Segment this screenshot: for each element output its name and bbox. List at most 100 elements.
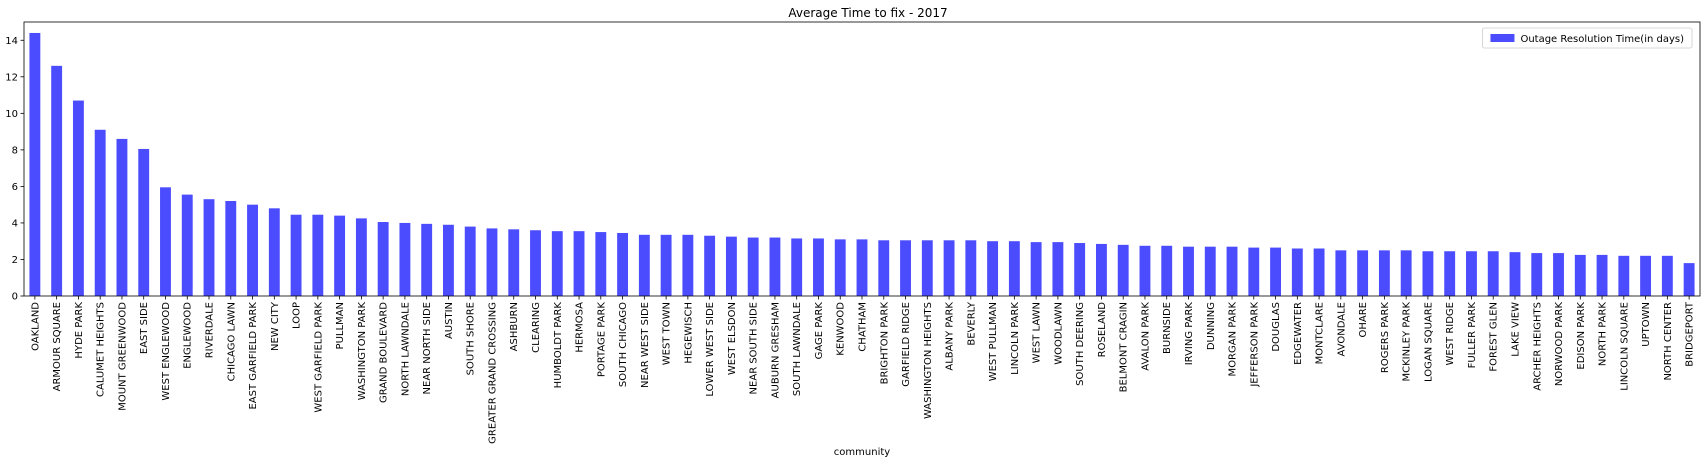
- x-tick-label: WASHINGTON HEIGHTS: [923, 302, 934, 419]
- bar: [1074, 243, 1086, 296]
- bar: [1466, 251, 1477, 296]
- x-tick-label: HEGEWISCH: [683, 302, 694, 364]
- x-tick-label: PULLMAN: [335, 302, 346, 349]
- x-tick-label: RIVERDALE: [205, 302, 216, 358]
- bar: [1183, 246, 1194, 296]
- bar: [334, 215, 346, 296]
- bar: [813, 238, 824, 296]
- x-tick-label: MONTCLARE: [1315, 302, 1326, 364]
- bar: [1335, 250, 1347, 296]
- bar: [725, 236, 737, 296]
- y-tick-label: 6: [12, 182, 18, 193]
- x-tick-label: FOREST GLEN: [1489, 302, 1500, 372]
- bar: [1291, 248, 1303, 296]
- bar: [1661, 255, 1673, 296]
- bar: [1313, 248, 1325, 296]
- bar: [1509, 252, 1521, 296]
- x-tick-label: NEAR SOUTH SIDE: [749, 302, 760, 394]
- bar: [247, 204, 258, 296]
- y-tick-label: 4: [12, 218, 18, 229]
- bar: [551, 231, 563, 296]
- bar: [421, 223, 433, 296]
- bar: [51, 65, 63, 296]
- x-tick-label: NEW CITY: [270, 301, 281, 351]
- bar: [138, 148, 150, 296]
- bar: [943, 240, 955, 296]
- x-tick-label: CHICAGO LAWN: [226, 302, 237, 381]
- x-tick-label: JEFFERSON PARK: [1249, 302, 1260, 388]
- bar: [921, 240, 933, 296]
- bar: [1052, 242, 1064, 296]
- x-tick-label: GAGE PARK: [814, 302, 825, 360]
- x-tick-label: NEAR WEST SIDE: [640, 302, 651, 388]
- x-tick-label: BRIGHTON PARK: [879, 302, 890, 385]
- bar: [1161, 245, 1173, 296]
- x-tick-label: GREATER GRAND CROSSING: [487, 302, 498, 444]
- x-tick-label: CHATHAM: [858, 302, 869, 352]
- x-tick-label: EAST SIDE: [139, 302, 150, 354]
- x-tick-label: ENGLEWOOD: [183, 302, 194, 369]
- x-tick-label: SOUTH CHICAGO: [618, 302, 629, 387]
- x-tick-label: WOODLAWN: [1053, 302, 1064, 365]
- x-tick-label: HERMOSA: [575, 302, 586, 353]
- bar: [617, 232, 629, 296]
- x-tick-label: LINCOLN PARK: [1010, 302, 1021, 375]
- x-tick-label: AUSTIN: [444, 302, 455, 339]
- x-tick-label: MCKINLEY PARK: [1402, 302, 1413, 382]
- x-tick-label: NEAR NORTH SIDE: [422, 302, 433, 394]
- x-tick-label: IRVING PARK: [1184, 302, 1195, 366]
- x-tick-label: OAKLAND: [30, 302, 41, 351]
- bar: [1030, 242, 1042, 296]
- x-tick-label: ASHBURN: [509, 302, 520, 351]
- plot-frame: [23, 21, 1701, 297]
- x-tick-label: SOUTH DEERING: [1075, 302, 1086, 386]
- bar: [181, 194, 193, 296]
- x-tick-label: EDISON PARK: [1576, 302, 1587, 370]
- legend: Outage Resolution Time(in days): [1482, 27, 1693, 49]
- x-tick-label: WEST LAWN: [1032, 302, 1043, 363]
- x-tick-label: AVALON PARK: [1140, 302, 1151, 371]
- bar: [1378, 250, 1390, 296]
- legend-box: [1482, 27, 1693, 49]
- bar: [1248, 247, 1260, 296]
- x-tick-label: CALUMET HEIGHTS: [96, 302, 107, 397]
- x-tick-label: MORGAN PARK: [1228, 302, 1239, 377]
- y-tick-label: 0: [12, 292, 18, 303]
- bar: [1008, 241, 1020, 296]
- x-axis: OAKLAND ARMOUR SQUARE HYDE PARK CALUMET HEI…: [30, 296, 1696, 444]
- x-tick-label: AUBURN GRESHAM: [770, 302, 781, 398]
- bar: [530, 230, 541, 296]
- x-tick-label: WEST GARFIELD PARK: [313, 302, 324, 413]
- x-tick-label: PORTAGE PARK: [596, 302, 607, 378]
- x-tick-label: BEVERLY: [966, 301, 977, 346]
- bar: [1095, 243, 1107, 296]
- x-tick-label: SOUTH LAWNDALE: [792, 302, 803, 396]
- bar: [1422, 251, 1434, 296]
- x-tick-label: NORWOOD PARK: [1554, 302, 1565, 387]
- x-tick-label: DUNNING: [1206, 302, 1217, 350]
- x-tick-label: ALBANY PARK: [945, 302, 956, 371]
- chart-title: Average Time to fix - 2017: [788, 6, 947, 20]
- legend-label: Outage Resolution Time(in days): [1520, 34, 1684, 45]
- x-tick-label: WEST ENGLEWOOD: [161, 302, 172, 401]
- bar: [1400, 250, 1412, 296]
- bar: [203, 199, 215, 296]
- bar: [268, 208, 280, 296]
- bar: [443, 224, 454, 296]
- x-tick-label: MOUNT GREENWOOD: [117, 302, 128, 411]
- bar: [638, 234, 650, 296]
- x-tick-label: LOOP: [292, 302, 303, 329]
- x-tick-label: HUMBOLDT PARK: [553, 302, 564, 389]
- bar: [595, 232, 607, 296]
- x-tick-label: OHARE: [1358, 302, 1369, 338]
- bar: [1640, 255, 1652, 296]
- x-tick-label: EDGEWATER: [1293, 302, 1304, 365]
- x-tick-label: ROSELAND: [1097, 302, 1108, 358]
- x-tick-label: GRAND BOULEVARD: [379, 302, 390, 403]
- bar: [160, 187, 171, 296]
- x-tick-label: WEST PULLMAN: [988, 302, 999, 381]
- bar: [704, 235, 716, 296]
- y-tick-label: 10: [5, 109, 18, 120]
- bar: [464, 226, 476, 296]
